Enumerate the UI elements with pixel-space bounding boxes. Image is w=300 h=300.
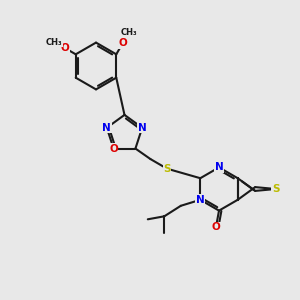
Text: N: N — [196, 195, 205, 205]
Text: CH₃: CH₃ — [46, 38, 63, 46]
Text: N: N — [138, 123, 147, 133]
Text: O: O — [109, 143, 118, 154]
Text: O: O — [118, 38, 127, 48]
Text: N: N — [214, 162, 224, 172]
Text: O: O — [60, 43, 69, 53]
Text: O: O — [212, 222, 220, 232]
Text: N: N — [102, 123, 111, 133]
Text: S: S — [163, 164, 171, 174]
Text: CH₃: CH₃ — [120, 28, 137, 38]
Text: S: S — [272, 184, 280, 194]
